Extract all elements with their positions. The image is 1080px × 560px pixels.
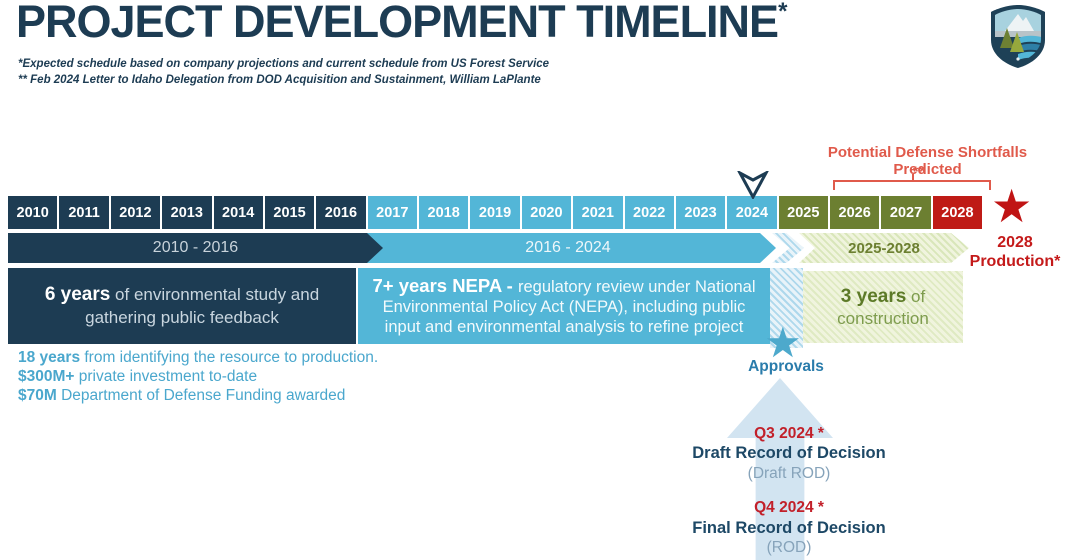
- year-cell-2027: 2027: [881, 196, 931, 229]
- production-label: 2028 Production*: [955, 234, 1075, 272]
- stat-18-years-bold: 18 years: [18, 349, 81, 366]
- page-title: PROJECT DEVELOPMENT TIMELINE*: [16, 0, 787, 48]
- construction-block: 3 years of construction: [803, 271, 963, 343]
- production-year: 2028: [997, 234, 1033, 251]
- study-bold: 6 years: [44, 283, 111, 305]
- phase-arrow-2010-2016: 2010 - 2016: [8, 233, 383, 263]
- nepa-rest: regulatory review under National Environ…: [382, 277, 756, 337]
- production-star-icon: ★: [991, 180, 1033, 232]
- final-rod-title: Final Record of Decision: [692, 518, 886, 537]
- year-cell-2023: 2023: [675, 196, 726, 229]
- year-cell-2021: 2021: [573, 196, 623, 229]
- draft-rod-quarter: Q3 2024 *: [754, 425, 824, 442]
- stat-18-years-rest: from identifying the resource to product…: [80, 349, 379, 366]
- stat-70m-bold: $70M: [18, 386, 57, 404]
- year-cell-2024: 2024: [727, 196, 777, 229]
- approval-hatch-strip: [770, 268, 803, 348]
- phase-arrow-2016-2024-label: 2016 - 2024: [525, 239, 611, 256]
- stat-70m: $70M Department of Defense Funding award…: [18, 387, 378, 406]
- year-cell-2026: 2026: [830, 196, 880, 229]
- footnotes: *Expected schedule based on company proj…: [18, 57, 549, 88]
- draft-rod-title: Draft Record of Decision: [692, 444, 886, 463]
- stat-300m-bold: $300M+: [18, 367, 75, 385]
- construction-bold: 3 years: [840, 285, 907, 307]
- rod-milestones: Q3 2024 * Draft Record of Decision (Draf…: [653, 424, 925, 560]
- shortfall-bracket: [833, 174, 991, 190]
- year-cell-2019: 2019: [470, 196, 520, 229]
- current-position-marker-icon: [737, 171, 769, 199]
- study-rest: of environmental study and gathering pub…: [85, 284, 320, 328]
- year-cell-2025: 2025: [778, 196, 828, 229]
- stat-18-years: 18 years from identifying the resource t…: [18, 349, 378, 368]
- nepa-bold: 7+ years NEPA -: [372, 274, 518, 296]
- environmental-study-block: 6 years of environmental study and gathe…: [8, 268, 356, 344]
- stat-300m: $300M+ private investment to-date: [18, 368, 378, 387]
- stats-list: 18 years from identifying the resource t…: [18, 349, 378, 406]
- stat-300m-rest: private investment to-date: [74, 367, 258, 385]
- shortfall-marker: **: [913, 163, 926, 179]
- year-row: 2010 2011 2012 2013 2014 2015 2016 2017 2018 2019…: [8, 196, 983, 229]
- year-cell-2022: 2022: [624, 196, 674, 229]
- draft-rod-sub: (Draft ROD): [747, 465, 831, 482]
- year-cell-2020: 2020: [521, 196, 572, 229]
- year-cell-2017: 2017: [367, 196, 417, 229]
- footnote-1: *Expected schedule based on company proj…: [18, 58, 550, 70]
- approvals-label: Approvals: [748, 358, 824, 375]
- shortfall-label: Potential Defense Shortfalls Predicted: [827, 144, 1028, 178]
- year-cell-2028: 2028: [932, 196, 983, 229]
- draft-rod-group: Q3 2024 * Draft Record of Decision (Draf…: [653, 424, 925, 483]
- final-rod-group: Q4 2024 * Final Record of Decision (ROD): [653, 498, 925, 557]
- transition-chevron: [772, 233, 804, 263]
- final-rod-sub: (ROD): [766, 539, 812, 557]
- phase-arrow-2016-2024: 2016 - 2024: [360, 233, 776, 263]
- year-cell-2018: 2018: [419, 196, 469, 229]
- stat-70m-rest: Department of Defense Funding awarded: [56, 386, 346, 404]
- phase-arrow-2025-2028-label: 2025-2028: [848, 239, 920, 257]
- year-cell-2013: 2013: [162, 196, 212, 229]
- year-cell-2015: 2015: [264, 196, 315, 229]
- year-cell-2016: 2016: [316, 196, 366, 229]
- page-title-text: PROJECT DEVELOPMENT TIMELINE: [16, 0, 779, 47]
- year-cell-2014: 2014: [213, 196, 263, 229]
- mountain-shield-logo-icon: [991, 5, 1045, 68]
- footnote-2: ** Feb 2024 Letter to Idaho Delegation f…: [18, 73, 541, 86]
- nepa-block: 7+ years NEPA - regulatory review under …: [358, 268, 770, 344]
- approvals-star-icon: ★: [764, 319, 802, 366]
- title-footnote-marker: *: [778, 0, 787, 25]
- construction-rest: of construction: [837, 286, 929, 329]
- year-cell-2010: 2010: [8, 196, 58, 229]
- year-cell-2011: 2011: [59, 196, 109, 229]
- phase-arrow-2025-2028: 2025-2028: [799, 233, 969, 263]
- phase-arrow-2010-2016-label: 2010 - 2016: [152, 239, 239, 256]
- year-cell-2012: 2012: [110, 196, 161, 229]
- production-word: Production*: [969, 252, 1061, 270]
- final-rod-quarter: Q4 2024 *: [754, 499, 824, 517]
